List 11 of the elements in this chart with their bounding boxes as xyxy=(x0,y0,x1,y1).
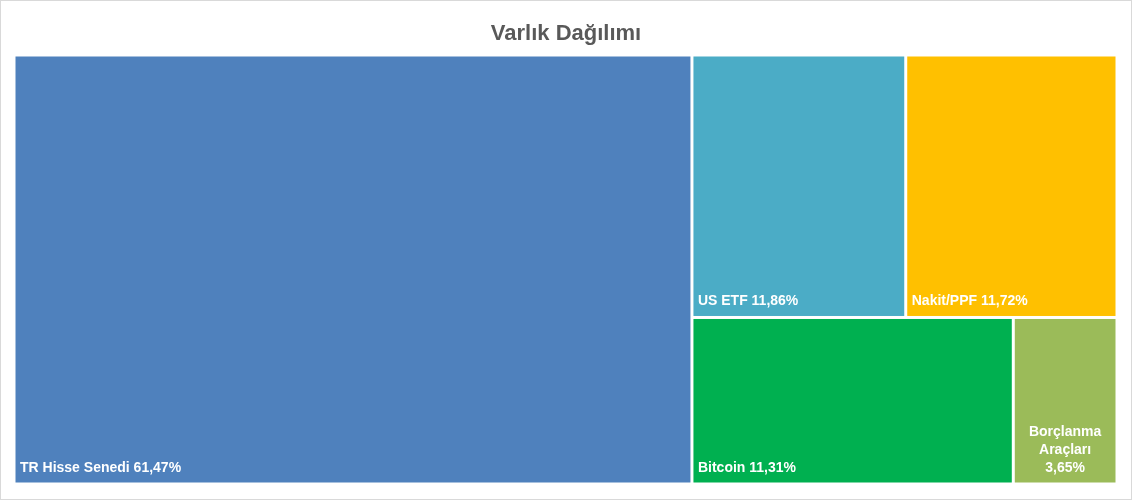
data-label: 11,72% xyxy=(980,292,1029,309)
category-label: US ETF xyxy=(697,292,752,309)
category-label: TR Hisse Senedi xyxy=(20,459,134,475)
data-label: 11,86% xyxy=(751,292,799,309)
data-label: 11,31% xyxy=(749,459,797,475)
data-label: 61,47% xyxy=(133,459,182,475)
data-label: 3,65% xyxy=(1045,459,1086,475)
text: Varlık Dağılımı xyxy=(490,20,642,45)
category-label: Nakit/PPF xyxy=(911,292,981,309)
category-label: Borçlanma Araçları xyxy=(1028,423,1102,457)
category-label: Bitcoin xyxy=(697,459,750,475)
